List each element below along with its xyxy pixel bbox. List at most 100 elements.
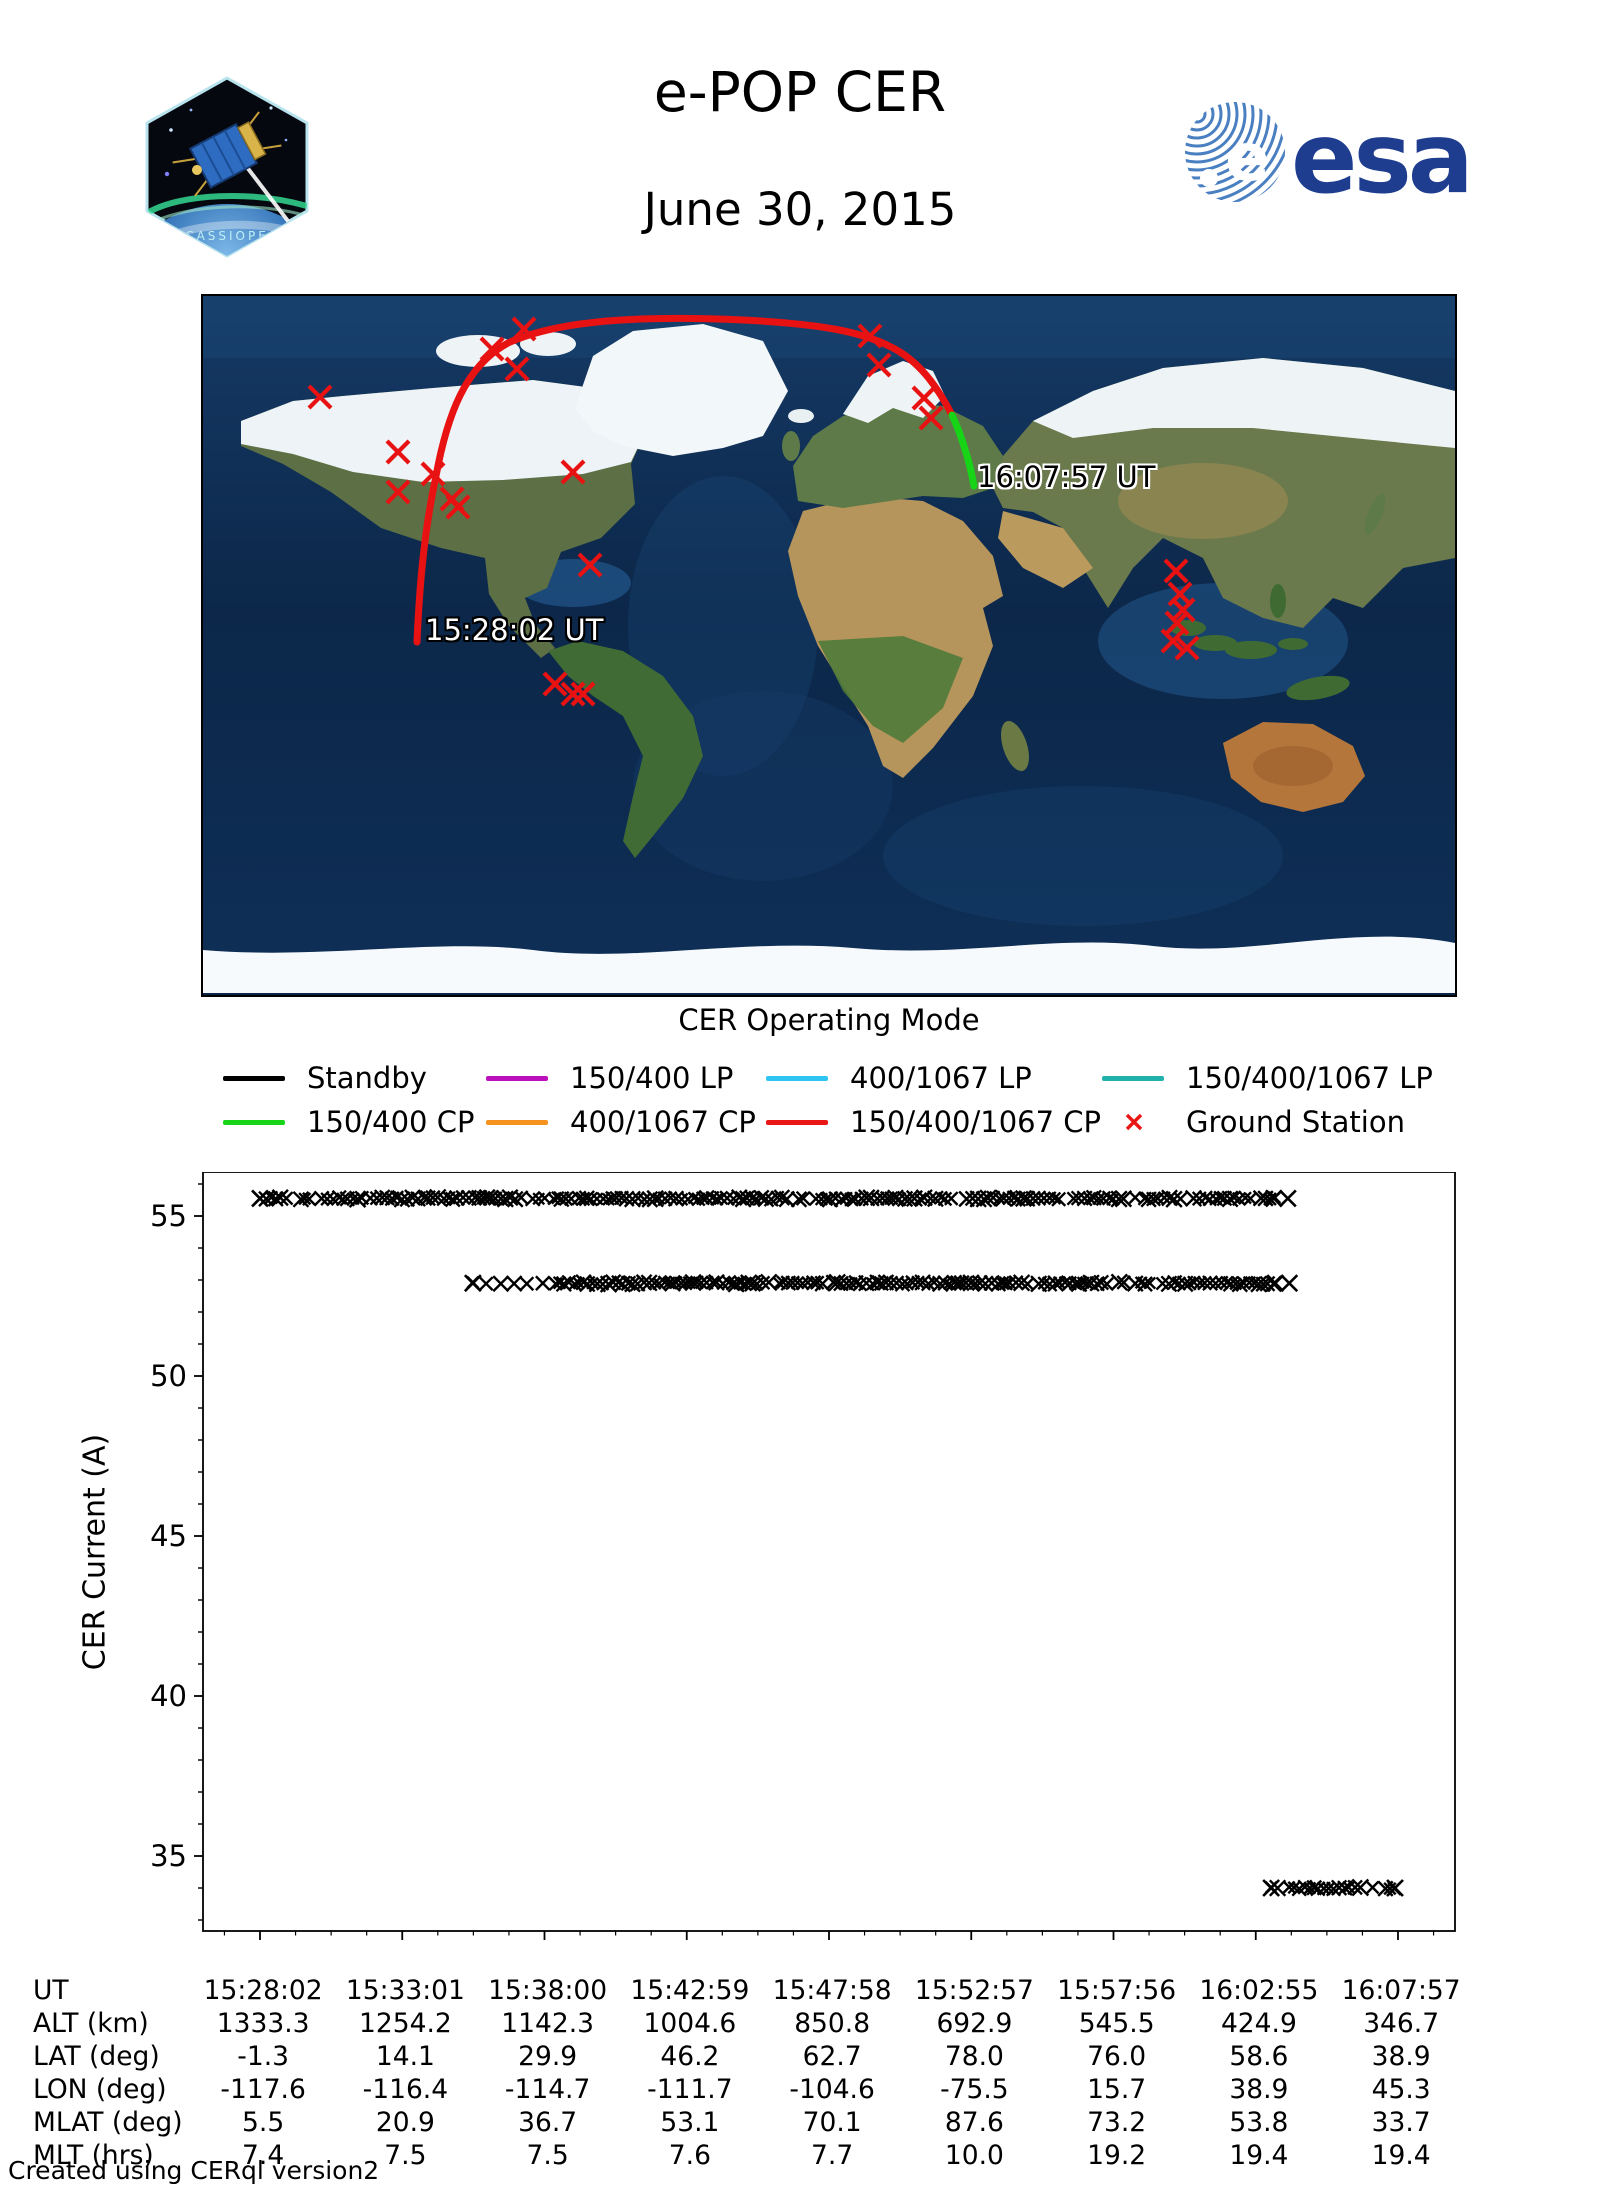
- legend-label: Ground Station: [1186, 1105, 1405, 1139]
- y-tick-label: 0.50: [150, 1359, 187, 1393]
- ground-station-marker: [918, 405, 944, 431]
- legend-swatch-400-1067-lp: [766, 1075, 828, 1081]
- table-cell: 7.7: [811, 2140, 854, 2171]
- table-cell: 19.4: [1371, 2140, 1431, 2171]
- siberia-snow: [1033, 358, 1455, 448]
- central-asia-arid: [1118, 463, 1288, 539]
- table-row-label: LAT (deg): [33, 2041, 160, 2072]
- table-cell: 424.9: [1220, 2008, 1297, 2039]
- ground-station-marker: [570, 681, 596, 707]
- table-cell: 14.1: [375, 2041, 435, 2072]
- esa-wordmark: esa: [1291, 102, 1470, 206]
- legend-label: 150/400 CP: [307, 1105, 475, 1139]
- table-row-label: UT: [33, 1975, 69, 2006]
- ground-station-marker: [1163, 558, 1189, 584]
- japan: [1364, 493, 1386, 535]
- y-tick-label: 0.45: [150, 1519, 187, 1553]
- table-cell: 20.9: [375, 2107, 435, 2138]
- table-cell: 7.4: [242, 2140, 285, 2171]
- cer-current-plot: 0.35 0.40 0.45 0.50 0.55: [150, 1172, 1456, 1940]
- satellite: [172, 111, 282, 197]
- table-cell: 73.2: [1087, 2107, 1147, 2138]
- table-cell: 15:52:57: [914, 1975, 1034, 2006]
- table-cell: 1004.6: [643, 2008, 737, 2039]
- legend-label: Standby: [307, 1061, 427, 1095]
- legend-label: 400/1067 CP: [570, 1105, 756, 1139]
- south-america: [548, 641, 703, 858]
- current-band-0.528: [463, 1273, 1299, 1293]
- ground-station-marker: [511, 316, 537, 342]
- ground-station-marker: [420, 461, 446, 487]
- table-cell: 53.8: [1229, 2107, 1289, 2138]
- scatter-bands: [251, 1188, 1404, 1897]
- british-isles: [782, 431, 800, 461]
- page-title: e-POP CER: [653, 60, 947, 124]
- ground-station-marker: [504, 356, 530, 382]
- legend-label: 400/1067 LP: [850, 1061, 1032, 1095]
- aurora-arc: [147, 193, 307, 215]
- table-cell: 5.5: [242, 2107, 285, 2138]
- continents: [203, 324, 1455, 993]
- table-cell: 36.7: [518, 2107, 578, 2138]
- ground-station-marker: [445, 494, 471, 520]
- table-cell: -114.7: [504, 2074, 591, 2105]
- table-cell: 29.9: [518, 2041, 578, 2072]
- ground-station-marker: [479, 336, 505, 362]
- table-cell: 1333.3: [216, 2008, 310, 2039]
- table-cell: 38.9: [1371, 2041, 1431, 2072]
- table-cell: 15:42:59: [630, 1975, 750, 2006]
- africa-equatorial: [818, 636, 963, 743]
- ground-station-marker: [577, 552, 603, 578]
- legend-swatch-150-400-1067-cp: [766, 1119, 828, 1125]
- ground-track-red: [413, 314, 956, 646]
- table-cell: 1142.3: [501, 2008, 594, 2039]
- ground-station-markers: [307, 316, 1200, 707]
- table-cell: -75.5: [940, 2074, 1009, 2105]
- table-cell: 10.0: [944, 2140, 1004, 2171]
- legend-label: 150/400 LP: [570, 1061, 734, 1095]
- table-cell: 15:38:00: [488, 1975, 608, 2006]
- table-cell: 16:02:55: [1199, 1975, 1319, 2006]
- ground-station-marker: [1170, 597, 1196, 623]
- footer-note: Created using CERql version2: [8, 2156, 380, 2185]
- table-cell: 7.5: [526, 2140, 569, 2171]
- new-guinea: [1286, 675, 1350, 701]
- iceland: [788, 409, 814, 423]
- table-cell: 45.3: [1371, 2074, 1431, 2105]
- table-row-label: MLT (hrs): [33, 2140, 154, 2171]
- table-row-label: ALT (km): [33, 2008, 149, 2039]
- legend-title: CER Operating Mode: [678, 1003, 980, 1037]
- track-start-time-label: 15:28:02 UT: [425, 613, 604, 647]
- ground-station-marker: [560, 681, 586, 707]
- legend-swatch-400-1067-cp: [486, 1119, 548, 1125]
- table-cell: 33.7: [1371, 2107, 1431, 2138]
- legend-label: 150/400/1067 CP: [850, 1105, 1102, 1139]
- legend-swatch-150-400-lp: [486, 1075, 548, 1081]
- table-cell: -111.7: [647, 2074, 733, 2105]
- ground-track-green: [948, 411, 978, 490]
- legend-label: 150/400/1067 LP: [1186, 1061, 1433, 1095]
- y-tick-label: 0.35: [150, 1839, 187, 1873]
- table-cell: 53.1: [660, 2107, 720, 2138]
- table-cell: 38.9: [1229, 2074, 1289, 2105]
- madagascar: [1001, 720, 1029, 772]
- current-band-0.340: [1262, 1878, 1404, 1897]
- table-cell: 692.9: [936, 2008, 1013, 2039]
- europe: [793, 401, 1003, 508]
- ground-station-marker: [385, 479, 411, 505]
- ground-station-marker: [866, 352, 892, 378]
- y-axis-label: CER Current (A): [77, 1433, 113, 1671]
- legend-swatch-150-400-cp: [223, 1119, 285, 1125]
- table-cell: 7.6: [668, 2140, 711, 2171]
- cassiope-mission-logo: CASSIOPE: [131, 70, 323, 266]
- y-tick-label: 0.55: [150, 1199, 187, 1233]
- table-cell: -1.3: [237, 2041, 289, 2072]
- ground-station-marker: [1164, 610, 1190, 636]
- table-cell: 15.7: [1087, 2074, 1147, 2105]
- ground-track-map: 15:28:02 UT 16:07:57 UT: [201, 294, 1457, 997]
- current-band-0.555: [251, 1188, 1297, 1208]
- table-cell: -116.4: [362, 2074, 449, 2105]
- table-cell: 346.7: [1363, 2008, 1440, 2039]
- table-cell: 16:07:57: [1341, 1975, 1461, 2006]
- philippines: [1270, 584, 1286, 618]
